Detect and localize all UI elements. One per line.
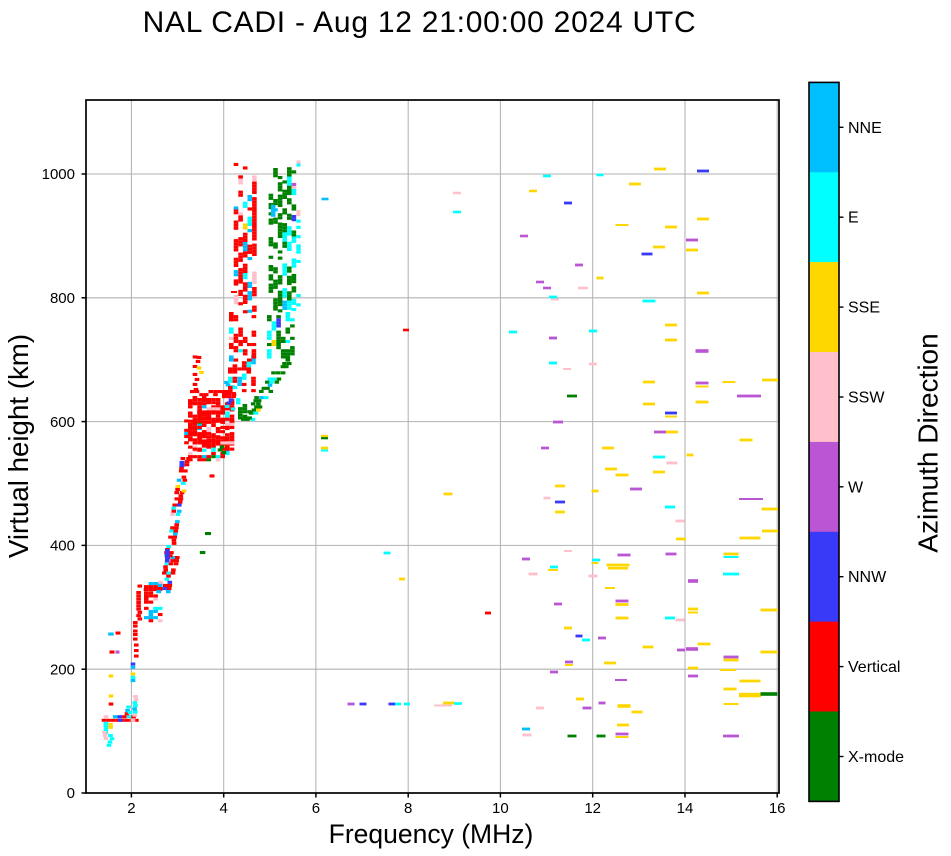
svg-text:2: 2 xyxy=(127,800,135,817)
svg-text:W: W xyxy=(848,479,864,496)
svg-text:12: 12 xyxy=(584,800,601,817)
svg-text:400: 400 xyxy=(50,538,75,555)
svg-text:8: 8 xyxy=(404,800,412,817)
svg-text:14: 14 xyxy=(677,800,694,817)
svg-text:200: 200 xyxy=(50,661,75,678)
svg-text:600: 600 xyxy=(50,414,75,431)
svg-text:Frequency (MHz): Frequency (MHz) xyxy=(329,819,534,849)
svg-text:Virtual height (km): Virtual height (km) xyxy=(3,334,34,558)
svg-text:16: 16 xyxy=(769,800,786,817)
svg-text:800: 800 xyxy=(50,290,75,307)
svg-text:E: E xyxy=(848,210,859,227)
svg-text:0: 0 xyxy=(67,785,75,802)
svg-text:SSW: SSW xyxy=(848,390,885,407)
svg-text:Azimuth Direction: Azimuth Direction xyxy=(913,333,944,552)
svg-text:NAL CADI - Aug 12 21:00:00 202: NAL CADI - Aug 12 21:00:00 2024 UTC xyxy=(143,6,697,39)
svg-text:NNE: NNE xyxy=(848,120,882,137)
svg-text:Vertical: Vertical xyxy=(848,659,900,676)
svg-text:SSE: SSE xyxy=(848,300,880,317)
svg-text:X-mode: X-mode xyxy=(848,749,904,766)
svg-text:1000: 1000 xyxy=(42,166,75,183)
svg-text:NNW: NNW xyxy=(848,569,887,586)
svg-text:6: 6 xyxy=(312,800,320,817)
svg-text:10: 10 xyxy=(492,800,509,817)
svg-text:4: 4 xyxy=(220,800,228,817)
